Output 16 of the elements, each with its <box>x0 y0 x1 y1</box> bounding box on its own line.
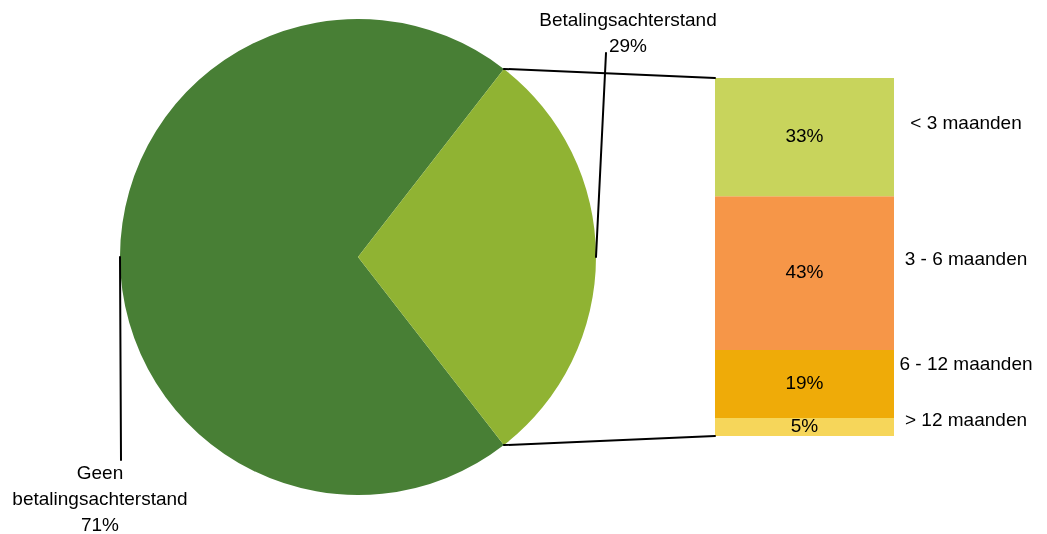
series-label: > 12 maanden <box>904 408 1028 430</box>
data-label: 43% <box>785 261 824 283</box>
data-label: 33% <box>785 125 824 147</box>
series-label: 3 - 6 maanden <box>904 248 1028 270</box>
data-label: 19% <box>785 372 824 394</box>
data-label: 29% <box>608 35 648 57</box>
series-label: < 3 maanden <box>910 112 1022 134</box>
data-label: 5% <box>790 415 819 437</box>
series-label: 6 - 12 maanden <box>899 352 1033 374</box>
slice-label: Geen betalingsachterstand <box>12 462 188 510</box>
bar <box>715 78 894 197</box>
bar <box>715 418 894 436</box>
bar <box>715 350 894 419</box>
slice-label: Betalingsachterstand <box>539 9 717 31</box>
data-label: 71% <box>80 514 120 534</box>
bar <box>715 196 894 351</box>
